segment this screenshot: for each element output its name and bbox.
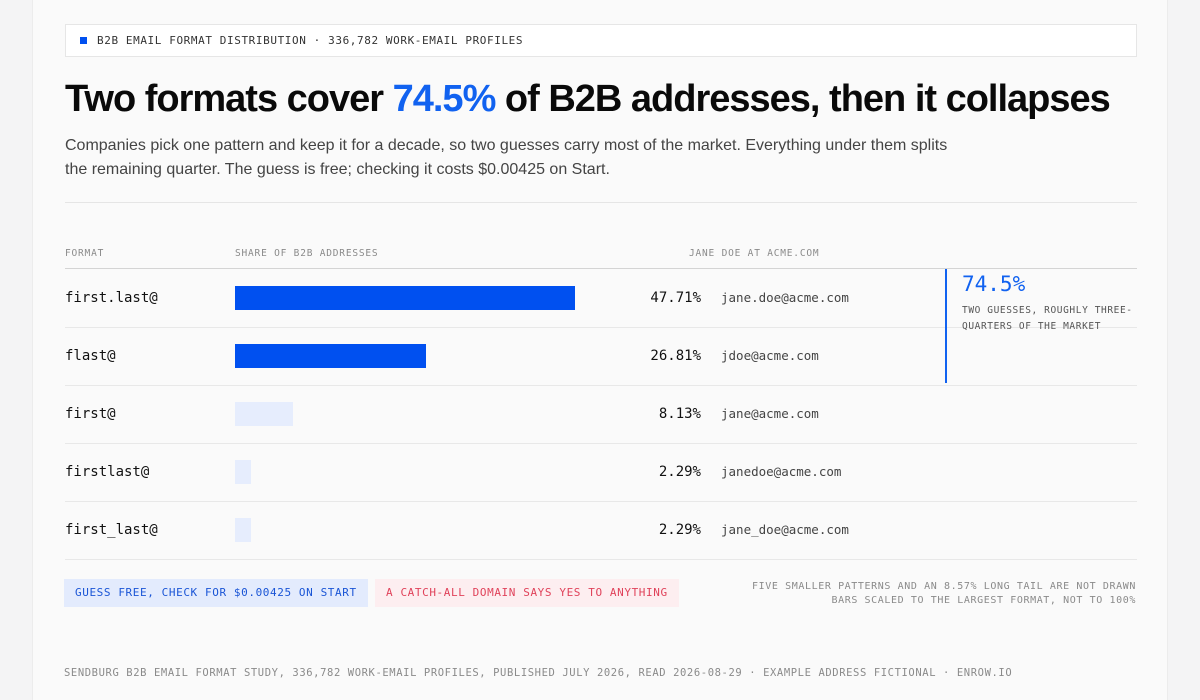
share-bar bbox=[235, 518, 251, 542]
column-header-example: JANE DOE AT ACME.COM bbox=[689, 248, 820, 259]
example-address: janedoe@acme.com bbox=[721, 464, 842, 479]
subtitle: Companies pick one pattern and keep it f… bbox=[65, 137, 948, 178]
title-after: of B2B addresses, then it collapses bbox=[495, 78, 1111, 120]
summary-callout: 74.5% TWO GUESSES, ROUGHLY THREE-QUARTER… bbox=[945, 269, 1157, 383]
table-row: flast@ 26.81% jdoe@acme.com bbox=[65, 327, 1137, 386]
format-label: first_last@ bbox=[65, 522, 158, 538]
table-row: first@ 8.13% jane@acme.com bbox=[65, 385, 1137, 444]
format-label: first@ bbox=[65, 406, 116, 422]
callout-label: TWO GUESSES, ROUGHLY THREE-QUARTERS OF T… bbox=[962, 305, 1133, 332]
dataset-tag: B2B EMAIL FORMAT DISTRIBUTION · 336,782 … bbox=[65, 24, 1137, 57]
page-title: Two formats cover 74.5% of B2B addresses… bbox=[65, 78, 1111, 121]
share-bar bbox=[235, 402, 293, 426]
format-label: first.last@ bbox=[65, 290, 158, 306]
share-value-label: 8.13% bbox=[658, 406, 701, 422]
example-address: jane.doe@acme.com bbox=[721, 290, 849, 305]
title-accent: 74.5% bbox=[392, 78, 497, 120]
example-address: jane_doe@acme.com bbox=[721, 522, 849, 537]
title-before: Two formats cover bbox=[65, 78, 393, 120]
table-row: first_last@ 2.29% jane_doe@acme.com bbox=[65, 501, 1137, 560]
share-bar bbox=[235, 286, 575, 310]
column-header-share: SHARE OF B2B ADDRESSES bbox=[235, 248, 379, 259]
share-value-label: 2.29% bbox=[658, 464, 701, 480]
column-header-format: FORMAT bbox=[65, 248, 105, 259]
example-address: jdoe@acme.com bbox=[721, 348, 819, 363]
catch-all-warning-badge: A CATCH-ALL DOMAIN SAYS YES TO ANYTHING bbox=[375, 579, 679, 607]
tag-square-icon bbox=[80, 37, 87, 44]
dataset-tag-text: B2B EMAIL FORMAT DISTRIBUTION · 336,782 … bbox=[97, 34, 524, 47]
format-label: firstlast@ bbox=[65, 464, 150, 480]
chart-notes: FIVE SMALLER PATTERNS AND AN 8.57% LONG … bbox=[752, 580, 1136, 608]
table-row: first.last@ 47.71% jane.doe@acme.com bbox=[65, 269, 1137, 328]
share-bar bbox=[235, 460, 251, 484]
share-value-label: 2.29% bbox=[658, 522, 701, 538]
note-long-tail: FIVE SMALLER PATTERNS AND AN 8.57% LONG … bbox=[752, 581, 1136, 592]
source-footer: SENDBURG B2B EMAIL FORMAT STUDY, 336,782… bbox=[64, 667, 1013, 679]
guess-free-badge: GUESS FREE, CHECK FOR $0.00425 ON START bbox=[64, 579, 368, 607]
example-address: jane@acme.com bbox=[721, 406, 819, 421]
share-bar bbox=[235, 344, 426, 368]
table-row: firstlast@ 2.29% janedoe@acme.com bbox=[65, 443, 1137, 502]
note-scaling: BARS SCALED TO THE LARGEST FORMAT, NOT T… bbox=[831, 595, 1136, 606]
divider bbox=[65, 202, 1137, 203]
table-header-rule bbox=[65, 268, 1137, 269]
share-value-label: 47.71% bbox=[650, 290, 701, 306]
format-label: flast@ bbox=[65, 348, 116, 364]
callout-value: 74.5% bbox=[962, 272, 1026, 296]
share-value-label: 26.81% bbox=[650, 348, 701, 364]
